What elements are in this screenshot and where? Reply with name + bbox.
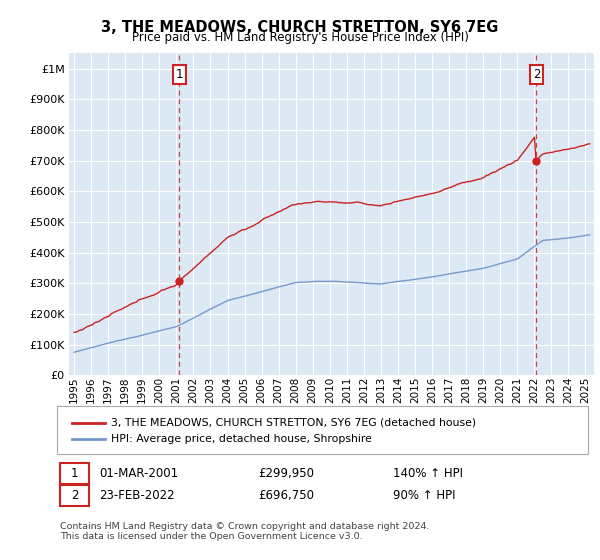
Text: £696,750: £696,750 (258, 489, 314, 502)
Text: HPI: Average price, detached house, Shropshire: HPI: Average price, detached house, Shro… (111, 435, 372, 445)
Text: 90% ↑ HPI: 90% ↑ HPI (393, 489, 455, 502)
Text: 2: 2 (71, 489, 78, 502)
Text: Contains HM Land Registry data © Crown copyright and database right 2024.
This d: Contains HM Land Registry data © Crown c… (60, 522, 430, 542)
Text: Price paid vs. HM Land Registry's House Price Index (HPI): Price paid vs. HM Land Registry's House … (131, 31, 469, 44)
Text: 140% ↑ HPI: 140% ↑ HPI (393, 466, 463, 480)
Text: 23-FEB-2022: 23-FEB-2022 (99, 489, 175, 502)
Text: 1: 1 (176, 68, 183, 81)
Text: 1: 1 (71, 466, 78, 480)
Text: 01-MAR-2001: 01-MAR-2001 (99, 466, 178, 480)
Text: 3, THE MEADOWS, CHURCH STRETTON, SY6 7EG (detached house): 3, THE MEADOWS, CHURCH STRETTON, SY6 7EG… (111, 418, 476, 428)
Text: 3, THE MEADOWS, CHURCH STRETTON, SY6 7EG: 3, THE MEADOWS, CHURCH STRETTON, SY6 7EG (101, 20, 499, 35)
Text: £299,950: £299,950 (258, 466, 314, 480)
Text: 2: 2 (533, 68, 540, 81)
